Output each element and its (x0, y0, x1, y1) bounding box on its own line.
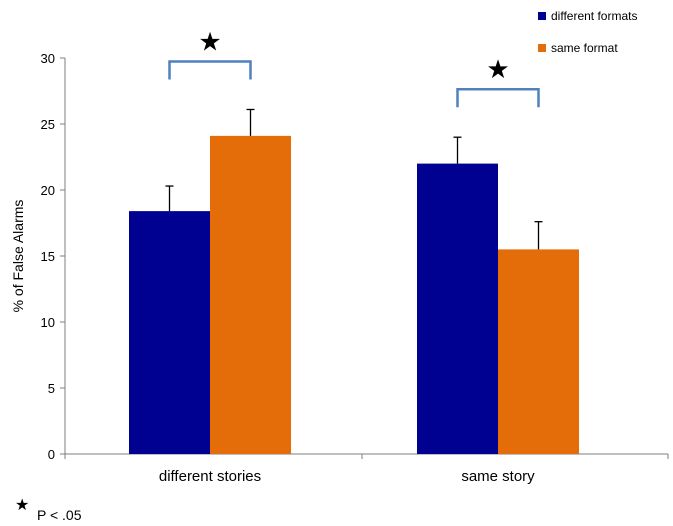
y-tick-label: 5 (48, 381, 55, 396)
legend: different formats same format (538, 9, 637, 55)
bars: different stories same story (129, 108, 579, 485)
significance-note: ★ P < .05 (15, 497, 82, 523)
legend-swatch-different-formats (538, 12, 546, 20)
y-tick-label: 30 (41, 51, 55, 66)
y-tick-label: 20 (41, 183, 55, 198)
star-icon: ★ (198, 26, 221, 56)
significance-brackets: ★★ (168, 26, 540, 108)
bar (417, 163, 498, 454)
x-tick-label: same story (461, 468, 535, 485)
y-tick-label: 10 (41, 315, 55, 330)
y-tick-label: 0 (48, 447, 55, 462)
bar (498, 249, 579, 454)
y-tick-label: 25 (41, 117, 55, 132)
note-star-icon: ★ (15, 497, 29, 514)
significance-bracket (456, 87, 540, 108)
y-tick-label: 15 (41, 249, 55, 264)
legend-label-different-formats: different formats (551, 9, 637, 23)
bar (210, 135, 291, 454)
note-text: P < .05 (37, 507, 82, 523)
x-tick-label: different stories (159, 468, 261, 485)
significance-bracket (168, 60, 252, 80)
legend-label-same-format: same format (551, 41, 618, 55)
legend-swatch-same-format (538, 44, 546, 52)
bar (129, 211, 210, 454)
star-icon: ★ (486, 54, 509, 84)
y-axis-label: % of False Alarms (10, 200, 26, 313)
